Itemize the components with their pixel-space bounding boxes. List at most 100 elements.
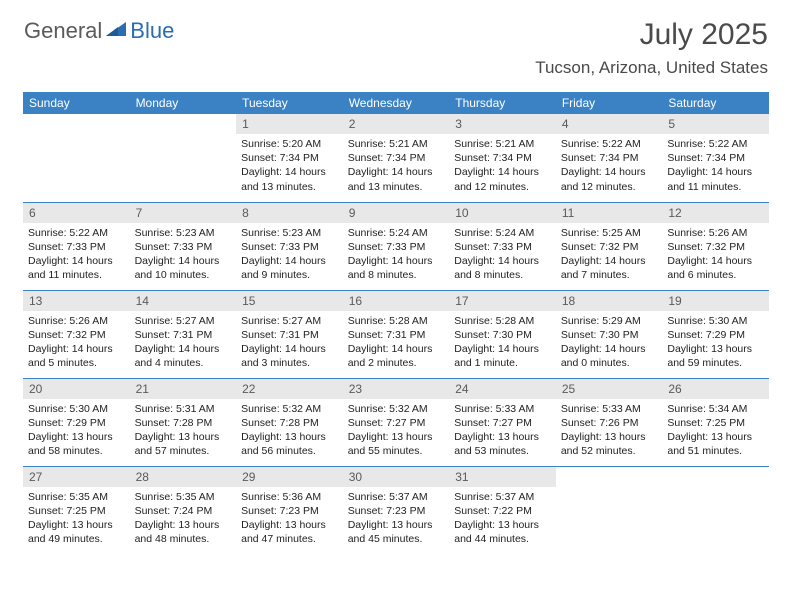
day-number: 19 — [662, 291, 769, 311]
day-number: 27 — [23, 467, 130, 487]
calendar-cell: 30Sunrise: 5:37 AMSunset: 7:23 PMDayligh… — [343, 466, 450, 554]
day-header-row: Sunday Monday Tuesday Wednesday Thursday… — [23, 92, 769, 114]
day-content: Sunrise: 5:35 AMSunset: 7:24 PMDaylight:… — [130, 487, 237, 550]
day-content: Sunrise: 5:33 AMSunset: 7:26 PMDaylight:… — [556, 399, 663, 462]
day-content: Sunrise: 5:26 AMSunset: 7:32 PMDaylight:… — [662, 223, 769, 286]
calendar-cell: 6Sunrise: 5:22 AMSunset: 7:33 PMDaylight… — [23, 202, 130, 290]
logo: General Blue — [24, 18, 174, 44]
day-number: 29 — [236, 467, 343, 487]
calendar-cell — [556, 466, 663, 554]
calendar-week-row: 1Sunrise: 5:20 AMSunset: 7:34 PMDaylight… — [23, 114, 769, 202]
day-number: 3 — [449, 114, 556, 134]
day-number: 9 — [343, 203, 450, 223]
day-content: Sunrise: 5:36 AMSunset: 7:23 PMDaylight:… — [236, 487, 343, 550]
day-number: 23 — [343, 379, 450, 399]
day-number: 5 — [662, 114, 769, 134]
calendar-cell — [23, 114, 130, 202]
day-number: 2 — [343, 114, 450, 134]
calendar-cell: 13Sunrise: 5:26 AMSunset: 7:32 PMDayligh… — [23, 290, 130, 378]
title-block: July 2025 Tucson, Arizona, United States — [535, 18, 768, 78]
day-content: Sunrise: 5:37 AMSunset: 7:23 PMDaylight:… — [343, 487, 450, 550]
day-number: 12 — [662, 203, 769, 223]
day-content: Sunrise: 5:21 AMSunset: 7:34 PMDaylight:… — [449, 134, 556, 197]
day-number: 8 — [236, 203, 343, 223]
day-content: Sunrise: 5:22 AMSunset: 7:34 PMDaylight:… — [662, 134, 769, 197]
calendar-cell: 12Sunrise: 5:26 AMSunset: 7:32 PMDayligh… — [662, 202, 769, 290]
calendar-cell: 17Sunrise: 5:28 AMSunset: 7:30 PMDayligh… — [449, 290, 556, 378]
day-content: Sunrise: 5:22 AMSunset: 7:34 PMDaylight:… — [556, 134, 663, 197]
day-content: Sunrise: 5:22 AMSunset: 7:33 PMDaylight:… — [23, 223, 130, 286]
calendar-cell: 3Sunrise: 5:21 AMSunset: 7:34 PMDaylight… — [449, 114, 556, 202]
calendar-cell: 19Sunrise: 5:30 AMSunset: 7:29 PMDayligh… — [662, 290, 769, 378]
day-content: Sunrise: 5:27 AMSunset: 7:31 PMDaylight:… — [130, 311, 237, 374]
day-content: Sunrise: 5:27 AMSunset: 7:31 PMDaylight:… — [236, 311, 343, 374]
day-content: Sunrise: 5:30 AMSunset: 7:29 PMDaylight:… — [23, 399, 130, 462]
day-content: Sunrise: 5:31 AMSunset: 7:28 PMDaylight:… — [130, 399, 237, 462]
month-title: July 2025 — [535, 18, 768, 52]
day-number: 31 — [449, 467, 556, 487]
calendar-cell: 21Sunrise: 5:31 AMSunset: 7:28 PMDayligh… — [130, 378, 237, 466]
day-content: Sunrise: 5:24 AMSunset: 7:33 PMDaylight:… — [343, 223, 450, 286]
day-number: 20 — [23, 379, 130, 399]
calendar-cell: 24Sunrise: 5:33 AMSunset: 7:27 PMDayligh… — [449, 378, 556, 466]
calendar-week-row: 6Sunrise: 5:22 AMSunset: 7:33 PMDaylight… — [23, 202, 769, 290]
day-content: Sunrise: 5:20 AMSunset: 7:34 PMDaylight:… — [236, 134, 343, 197]
location: Tucson, Arizona, United States — [535, 58, 768, 78]
calendar-cell — [662, 466, 769, 554]
day-content: Sunrise: 5:35 AMSunset: 7:25 PMDaylight:… — [23, 487, 130, 550]
calendar-week-row: 20Sunrise: 5:30 AMSunset: 7:29 PMDayligh… — [23, 378, 769, 466]
day-number: 14 — [130, 291, 237, 311]
calendar-cell: 27Sunrise: 5:35 AMSunset: 7:25 PMDayligh… — [23, 466, 130, 554]
calendar-cell: 1Sunrise: 5:20 AMSunset: 7:34 PMDaylight… — [236, 114, 343, 202]
logo-triangle-icon — [104, 20, 128, 43]
day-number: 22 — [236, 379, 343, 399]
calendar-cell: 14Sunrise: 5:27 AMSunset: 7:31 PMDayligh… — [130, 290, 237, 378]
day-number: 30 — [343, 467, 450, 487]
day-content: Sunrise: 5:24 AMSunset: 7:33 PMDaylight:… — [449, 223, 556, 286]
day-content: Sunrise: 5:23 AMSunset: 7:33 PMDaylight:… — [130, 223, 237, 286]
day-number: 4 — [556, 114, 663, 134]
day-content: Sunrise: 5:26 AMSunset: 7:32 PMDaylight:… — [23, 311, 130, 374]
calendar-cell: 8Sunrise: 5:23 AMSunset: 7:33 PMDaylight… — [236, 202, 343, 290]
day-header: Saturday — [662, 92, 769, 114]
calendar-cell — [130, 114, 237, 202]
calendar-cell: 26Sunrise: 5:34 AMSunset: 7:25 PMDayligh… — [662, 378, 769, 466]
day-number: 28 — [130, 467, 237, 487]
day-number: 7 — [130, 203, 237, 223]
calendar-cell: 10Sunrise: 5:24 AMSunset: 7:33 PMDayligh… — [449, 202, 556, 290]
calendar-cell: 7Sunrise: 5:23 AMSunset: 7:33 PMDaylight… — [130, 202, 237, 290]
calendar-cell: 16Sunrise: 5:28 AMSunset: 7:31 PMDayligh… — [343, 290, 450, 378]
day-content: Sunrise: 5:34 AMSunset: 7:25 PMDaylight:… — [662, 399, 769, 462]
day-header: Friday — [556, 92, 663, 114]
calendar-cell: 11Sunrise: 5:25 AMSunset: 7:32 PMDayligh… — [556, 202, 663, 290]
day-header: Tuesday — [236, 92, 343, 114]
day-number: 25 — [556, 379, 663, 399]
calendar-cell: 2Sunrise: 5:21 AMSunset: 7:34 PMDaylight… — [343, 114, 450, 202]
calendar-table: Sunday Monday Tuesday Wednesday Thursday… — [23, 92, 769, 554]
calendar-cell: 20Sunrise: 5:30 AMSunset: 7:29 PMDayligh… — [23, 378, 130, 466]
calendar-cell: 22Sunrise: 5:32 AMSunset: 7:28 PMDayligh… — [236, 378, 343, 466]
day-number: 6 — [23, 203, 130, 223]
day-content: Sunrise: 5:21 AMSunset: 7:34 PMDaylight:… — [343, 134, 450, 197]
day-number: 18 — [556, 291, 663, 311]
day-number: 15 — [236, 291, 343, 311]
day-content: Sunrise: 5:32 AMSunset: 7:27 PMDaylight:… — [343, 399, 450, 462]
day-content: Sunrise: 5:37 AMSunset: 7:22 PMDaylight:… — [449, 487, 556, 550]
day-header: Thursday — [449, 92, 556, 114]
day-number: 24 — [449, 379, 556, 399]
calendar-cell: 23Sunrise: 5:32 AMSunset: 7:27 PMDayligh… — [343, 378, 450, 466]
day-number: 16 — [343, 291, 450, 311]
day-number: 17 — [449, 291, 556, 311]
day-number: 1 — [236, 114, 343, 134]
day-content: Sunrise: 5:28 AMSunset: 7:30 PMDaylight:… — [449, 311, 556, 374]
day-content: Sunrise: 5:32 AMSunset: 7:28 PMDaylight:… — [236, 399, 343, 462]
day-number: 26 — [662, 379, 769, 399]
calendar-cell: 29Sunrise: 5:36 AMSunset: 7:23 PMDayligh… — [236, 466, 343, 554]
day-number: 21 — [130, 379, 237, 399]
day-header: Sunday — [23, 92, 130, 114]
day-header: Wednesday — [343, 92, 450, 114]
day-number: 13 — [23, 291, 130, 311]
calendar-cell: 5Sunrise: 5:22 AMSunset: 7:34 PMDaylight… — [662, 114, 769, 202]
calendar-cell: 18Sunrise: 5:29 AMSunset: 7:30 PMDayligh… — [556, 290, 663, 378]
logo-text-blue: Blue — [130, 18, 174, 44]
